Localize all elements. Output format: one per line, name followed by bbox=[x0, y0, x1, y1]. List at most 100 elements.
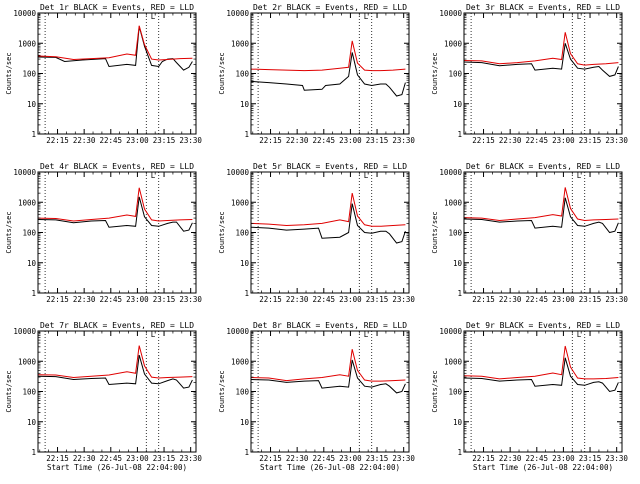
y-axis-label: Counts/sec bbox=[431, 52, 439, 94]
series-lld-line bbox=[250, 40, 406, 72]
y-tick-label: 100 bbox=[22, 229, 36, 238]
marker-label: L bbox=[151, 330, 156, 339]
plot-frame bbox=[250, 330, 410, 453]
x-tick-label: 22:30 bbox=[73, 454, 96, 463]
chart-title: Det 4r BLACK = Events, RED = LLD bbox=[40, 162, 194, 171]
y-tick-label: 10 bbox=[453, 259, 463, 268]
x-tick-label: 23:00 bbox=[126, 454, 149, 463]
x-tick-label: 22:15 bbox=[472, 454, 495, 463]
series-lld-line bbox=[463, 32, 619, 66]
x-tick-label: 23:15 bbox=[366, 454, 389, 463]
y-tick-label: 10000 bbox=[226, 327, 249, 336]
x-tick-label: 23:00 bbox=[339, 295, 362, 304]
y-tick-label: 1 bbox=[457, 130, 462, 139]
marker-label: L bbox=[577, 330, 582, 339]
plot-frame bbox=[37, 12, 197, 135]
x-tick-label: 22:45 bbox=[525, 295, 548, 304]
y-tick-label: 1 bbox=[244, 289, 249, 298]
x-tick-label: 23:15 bbox=[366, 136, 389, 145]
chart-title: Det 2r BLACK = Events, RED = LLD bbox=[253, 3, 407, 12]
x-tick-label: 23:00 bbox=[126, 136, 149, 145]
y-axis-label: Counts/sec bbox=[218, 370, 226, 412]
series-events-line bbox=[463, 197, 619, 234]
y-tick-label: 1000 bbox=[231, 39, 250, 48]
x-tick-label: 22:45 bbox=[525, 136, 548, 145]
y-tick-label: 10000 bbox=[13, 327, 36, 336]
x-tick-label: 23:15 bbox=[153, 454, 176, 463]
x-tick-label: 22:30 bbox=[286, 136, 309, 145]
series-lld-line bbox=[463, 345, 619, 380]
x-tick-label: 23:15 bbox=[579, 136, 602, 145]
y-tick-label: 1 bbox=[457, 289, 462, 298]
y-axis-label: Counts/sec bbox=[218, 211, 226, 253]
y-tick-label: 10 bbox=[27, 100, 37, 109]
chart-title: Det 8r BLACK = Events, RED = LLD bbox=[253, 321, 407, 330]
x-tick-label: 23:00 bbox=[552, 295, 575, 304]
y-tick-label: 10 bbox=[240, 100, 250, 109]
chart-title: Det 9r BLACK = Events, RED = LLD bbox=[466, 321, 620, 330]
y-tick-label: 1 bbox=[244, 448, 249, 457]
series-lld-line bbox=[250, 192, 406, 227]
y-tick-label: 1000 bbox=[444, 357, 463, 366]
y-axis-label: Counts/sec bbox=[5, 52, 13, 94]
y-axis-label: Counts/sec bbox=[431, 370, 439, 412]
y-tick-label: 1000 bbox=[231, 357, 250, 366]
x-tick-label: 22:30 bbox=[286, 454, 309, 463]
y-tick-label: 1000 bbox=[18, 357, 37, 366]
y-tick-label: 10 bbox=[453, 418, 463, 427]
marker-label: L bbox=[364, 330, 369, 339]
chart-title: Det 5r BLACK = Events, RED = LLD bbox=[253, 162, 407, 171]
y-tick-label: 1 bbox=[244, 130, 249, 139]
x-axis-label: Start Time (26-Jul-08 22:04:00) bbox=[473, 463, 613, 472]
y-axis-label: Counts/sec bbox=[218, 52, 226, 94]
y-tick-label: 100 bbox=[22, 388, 36, 397]
y-tick-label: 1000 bbox=[444, 198, 463, 207]
x-tick-label: 23:15 bbox=[366, 295, 389, 304]
x-tick-label: 23:30 bbox=[392, 295, 415, 304]
y-axis-label: Counts/sec bbox=[5, 211, 13, 253]
x-tick-label: 23:00 bbox=[552, 454, 575, 463]
x-tick-label: 23:30 bbox=[179, 454, 202, 463]
plot-frame bbox=[250, 171, 410, 294]
x-tick-label: 22:45 bbox=[312, 454, 335, 463]
x-tick-label: 23:00 bbox=[552, 136, 575, 145]
marker-label: L bbox=[151, 12, 156, 21]
x-tick-label: 23:00 bbox=[126, 295, 149, 304]
series-lld-line bbox=[37, 25, 193, 61]
y-tick-label: 1 bbox=[31, 289, 36, 298]
y-tick-label: 1000 bbox=[18, 198, 37, 207]
chart-title: Det 3r BLACK = Events, RED = LLD bbox=[466, 3, 620, 12]
x-tick-label: 22:15 bbox=[259, 136, 282, 145]
y-tick-label: 10 bbox=[453, 100, 463, 109]
y-tick-label: 100 bbox=[235, 388, 249, 397]
marker-label: L bbox=[364, 171, 369, 180]
series-events-line bbox=[463, 357, 619, 393]
plot-frame bbox=[463, 330, 623, 453]
series-lld-line bbox=[37, 187, 193, 222]
y-axis-label: Counts/sec bbox=[5, 370, 13, 412]
y-tick-label: 100 bbox=[235, 229, 249, 238]
series-lld-line bbox=[37, 345, 193, 379]
y-tick-label: 1000 bbox=[18, 39, 37, 48]
series-events-line bbox=[250, 359, 406, 394]
x-tick-label: 22:45 bbox=[99, 136, 122, 145]
x-tick-label: 22:15 bbox=[259, 295, 282, 304]
x-tick-label: 23:15 bbox=[579, 295, 602, 304]
y-tick-label: 100 bbox=[235, 70, 249, 79]
y-tick-label: 100 bbox=[448, 70, 462, 79]
y-tick-label: 10000 bbox=[226, 9, 249, 18]
marker-label: L bbox=[577, 12, 582, 21]
y-tick-label: 1 bbox=[31, 130, 36, 139]
plot-frame bbox=[37, 330, 197, 453]
y-tick-label: 10 bbox=[27, 418, 37, 427]
y-tick-label: 1000 bbox=[231, 198, 250, 207]
x-tick-label: 22:30 bbox=[73, 295, 96, 304]
x-tick-label: 23:15 bbox=[153, 136, 176, 145]
y-axis-label: Counts/sec bbox=[431, 211, 439, 253]
